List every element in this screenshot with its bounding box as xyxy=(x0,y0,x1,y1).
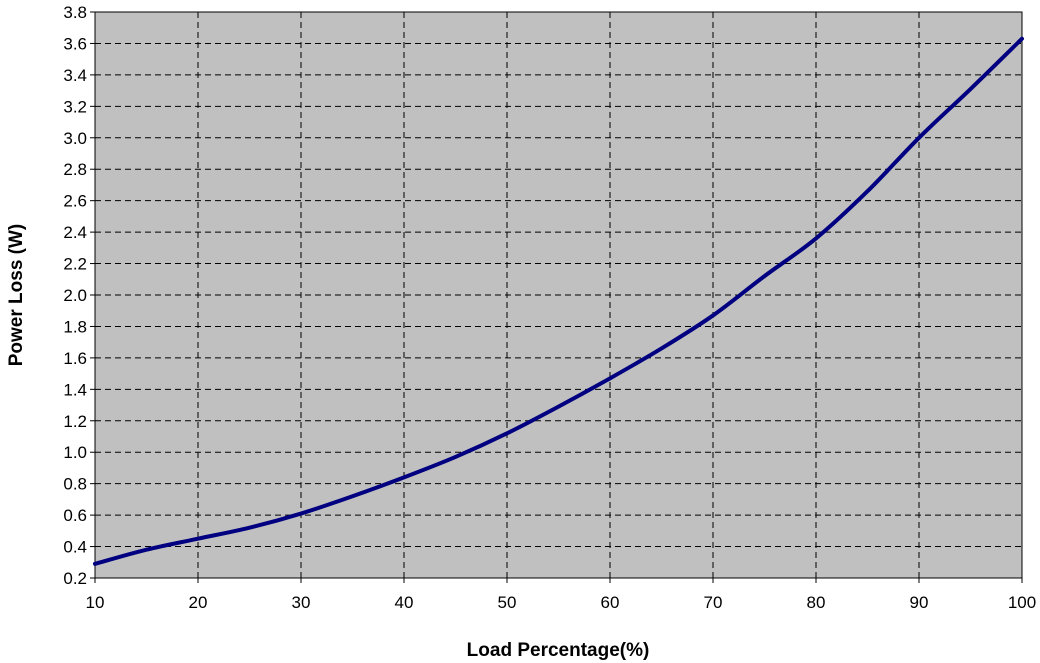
x-tick-label: 30 xyxy=(292,593,311,612)
x-tick-label: 40 xyxy=(395,593,414,612)
series-line-power-loss xyxy=(93,36,1024,566)
y-tick-label: 3.6 xyxy=(63,34,87,53)
x-tick-label: 90 xyxy=(910,593,929,612)
series-layer xyxy=(93,36,1024,566)
x-tick-label: 60 xyxy=(601,593,620,612)
x-tick-label: 50 xyxy=(498,593,517,612)
y-tick-label: 0.4 xyxy=(63,538,87,557)
y-axis-ticks: 0.2 0.4 0.6 0.8 1.0 1.2 1.4 1.6 1.8 2.0 2.2 2.4 2.6 2… xyxy=(63,3,95,588)
x-tick-label: 80 xyxy=(807,593,826,612)
y-tick-label: 3.2 xyxy=(63,97,87,116)
y-tick-label: 1.2 xyxy=(63,412,87,431)
x-tick-label: 100 xyxy=(1008,593,1036,612)
x-tick-label: 20 xyxy=(189,593,208,612)
y-tick-label: 0.8 xyxy=(63,475,87,494)
y-tick-label: 1.0 xyxy=(63,443,87,462)
y-tick-label: 3.4 xyxy=(63,66,87,85)
y-tick-label: 2.0 xyxy=(63,286,87,305)
x-tick-label: 10 xyxy=(86,593,105,612)
y-tick-label: 2.6 xyxy=(63,192,87,211)
x-axis-ticks: 10 20 30 40 50 60 70 80 90 100 xyxy=(86,578,1036,612)
y-tick-label: 1.6 xyxy=(63,349,87,368)
y-tick-label: 2.2 xyxy=(63,255,87,274)
y-tick-label: 0.2 xyxy=(63,569,87,588)
x-tick-label: 70 xyxy=(704,593,723,612)
y-tick-label: 1.4 xyxy=(63,380,87,399)
grid-lines xyxy=(95,12,1022,578)
x-axis-title: Load Percentage(%) xyxy=(467,640,650,661)
y-tick-label: 0.6 xyxy=(63,506,87,525)
y-tick-label: 3.0 xyxy=(63,129,87,148)
y-tick-label: 2.4 xyxy=(63,223,87,242)
y-axis-title: Power Loss (W) xyxy=(6,224,27,367)
y-tick-label: 2.8 xyxy=(63,160,87,179)
y-tick-label: 3.8 xyxy=(63,3,87,22)
y-tick-label: 1.8 xyxy=(63,317,87,336)
